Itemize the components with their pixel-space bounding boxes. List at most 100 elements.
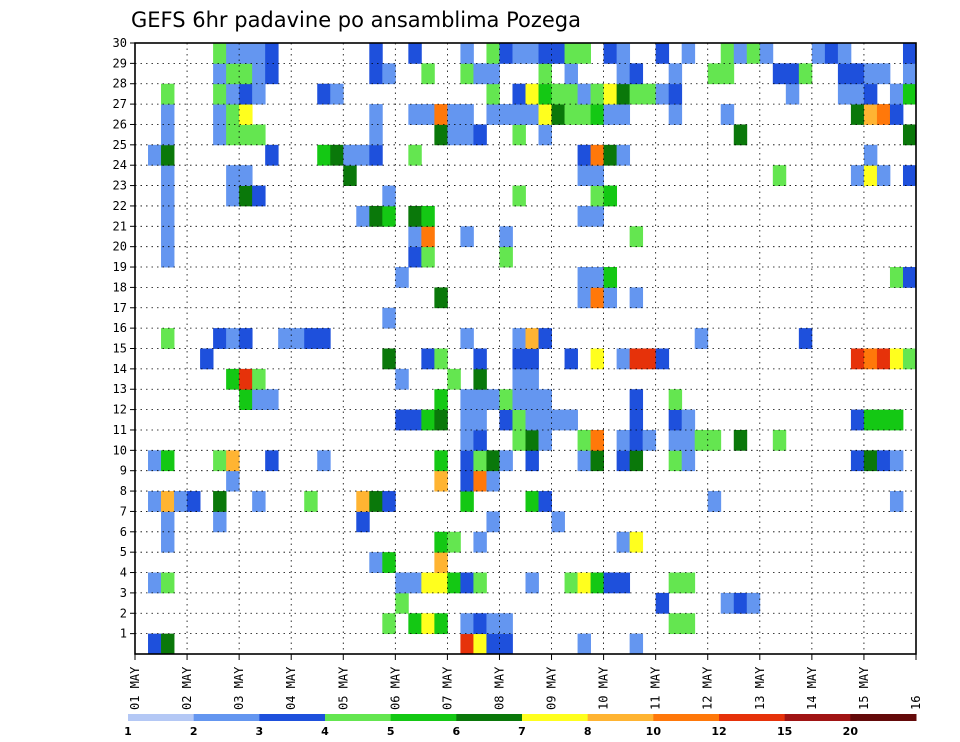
heatmap-cell [434, 613, 448, 635]
heatmap-cell [161, 531, 175, 553]
heatmap-cell [577, 572, 591, 594]
heatmap-cell [707, 63, 722, 85]
heatmap-cell [499, 226, 513, 248]
heatmap-cell [668, 63, 683, 85]
heatmap-cell [213, 104, 227, 125]
heatmap-cell [512, 409, 526, 431]
heatmap-cell [772, 165, 787, 186]
heatmap-cell [434, 572, 448, 594]
heatmap-cell [369, 63, 383, 85]
heatmap-cell [681, 409, 696, 431]
heatmap-cell [577, 633, 591, 655]
heatmap-cell [161, 511, 175, 533]
heatmap-cell [681, 43, 696, 64]
x-tick-label: 12 MAY [701, 666, 715, 710]
heatmap-cell [382, 307, 396, 329]
y-tick-label: 9 [120, 464, 127, 478]
heatmap-cell [837, 63, 852, 85]
heatmap-cell [460, 226, 474, 248]
heatmap-cell [161, 205, 175, 227]
heatmap-cell [421, 409, 435, 431]
heatmap-cell [525, 450, 539, 472]
heatmap-cell [590, 429, 604, 451]
heatmap-cell [226, 450, 240, 472]
heatmap-cell [863, 83, 878, 105]
heatmap-cell [629, 226, 644, 248]
y-tick-label: 11 [113, 423, 127, 437]
heatmap-cell [538, 63, 552, 85]
heatmap-cell [746, 592, 761, 614]
heatmap-cell [512, 328, 526, 349]
heatmap-cell [538, 389, 552, 410]
heatmap-cell [408, 409, 422, 431]
heatmap-cell [538, 124, 552, 146]
heatmap-cell [863, 165, 878, 186]
heatmap-cell [239, 368, 253, 390]
heatmap-cell [798, 328, 813, 349]
heatmap-cell [902, 43, 917, 64]
heatmap-cell [434, 287, 448, 309]
y-tick-label: 13 [113, 382, 127, 396]
heatmap-cell [252, 124, 266, 146]
heatmap-cell [525, 43, 539, 64]
heatmap-cell [668, 389, 683, 410]
heatmap-cell [434, 552, 448, 573]
heatmap-cell [590, 185, 604, 207]
y-tick-label: 19 [113, 260, 127, 274]
heatmap-cell [161, 104, 175, 125]
heatmap-cell [577, 83, 591, 105]
heatmap-cell [239, 63, 253, 85]
heatmap-cell [369, 552, 383, 573]
heatmap-cell [551, 104, 565, 125]
heatmap-cell [486, 613, 500, 635]
heatmap-cell [655, 83, 670, 105]
heatmap-cell [343, 165, 357, 186]
heatmap-cell [161, 572, 175, 594]
y-tick-label: 29 [113, 56, 127, 70]
x-tick-label: 08 MAY [492, 666, 506, 710]
heatmap-cell [434, 104, 448, 125]
colorbar-label: 4 [321, 725, 329, 738]
heatmap-cell [356, 491, 370, 512]
heatmap-cell [161, 83, 175, 105]
heatmap-cell [161, 226, 175, 248]
heatmap-cell [395, 368, 409, 390]
heatmap-cell [213, 491, 227, 512]
heatmap-cell [239, 43, 253, 64]
heatmap-cell [850, 63, 865, 85]
heatmap-cell [538, 328, 552, 349]
heatmap-cell [148, 572, 162, 594]
heatmap-cell [733, 429, 748, 451]
heatmap-cell [733, 43, 748, 64]
heatmap-cell [356, 205, 370, 227]
heatmap-cell [590, 348, 604, 370]
heatmap-cell [460, 328, 474, 349]
heatmap-cell [369, 43, 383, 64]
heatmap-cell [252, 368, 266, 390]
heatmap-cell [512, 124, 526, 146]
heatmap-cell [616, 144, 631, 166]
x-tick-label: 10 MAY [597, 666, 611, 710]
heatmap-cell [343, 144, 357, 166]
heatmap-cell [811, 43, 826, 64]
heatmap-cell [668, 450, 683, 472]
heatmap-cell [499, 633, 513, 655]
heatmap-cell [785, 63, 800, 85]
heatmap-cell [642, 83, 657, 105]
heatmap-cell [408, 205, 422, 227]
heatmap-cell [720, 63, 735, 85]
heatmap-cell [525, 409, 539, 431]
heatmap-cell [772, 429, 787, 451]
heatmap-cell [629, 287, 644, 309]
heatmap-cell [577, 429, 591, 451]
heatmap-cell [577, 205, 591, 227]
colorbar-swatch [784, 714, 851, 721]
heatmap-cell [603, 144, 618, 166]
heatmap-cell [460, 613, 474, 635]
y-tick-label: 12 [113, 403, 127, 417]
heatmap-cell [577, 104, 591, 125]
colorbar-swatch [587, 714, 654, 721]
y-tick-label: 1 [120, 627, 127, 641]
heatmap-cell [889, 83, 904, 105]
heatmap-cell [460, 43, 474, 64]
